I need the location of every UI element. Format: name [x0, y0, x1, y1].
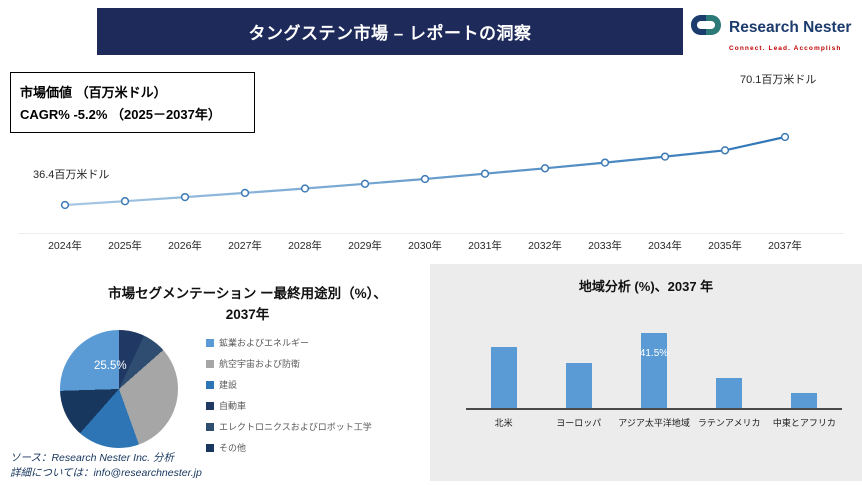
bar-category-label: 中東とアフリカ — [772, 418, 836, 428]
legend-label: 鉱業およびエネルギー — [219, 338, 310, 348]
legend-item: 自動車 — [206, 399, 416, 412]
legend-swatch — [206, 443, 214, 452]
x-axis-label: 2031年 — [468, 240, 502, 252]
legend-swatch — [206, 401, 214, 410]
line-marker — [300, 184, 310, 193]
legend-swatch — [206, 422, 214, 431]
legend-label: その他 — [219, 443, 247, 453]
source-note: ソース：Research Nester Inc. 分析 詳細については：info… — [10, 451, 202, 481]
brand-name: Research Nester — [729, 18, 852, 36]
bar-axis-labels: 北米 ヨーロッパ アジア太平洋地域 ラテンアメリカ 中東とアフリカ — [466, 416, 842, 429]
legend-label: 航空宇宙および防衛 — [219, 359, 301, 369]
x-axis-label: 2034年 — [648, 240, 682, 252]
x-axis-label: 2030年 — [408, 240, 442, 252]
line-marker — [240, 188, 250, 198]
legend-item: 鉱業およびエネルギー — [206, 336, 416, 349]
line-marker — [600, 158, 610, 167]
x-axis-line — [18, 233, 844, 234]
bar-rect — [565, 362, 592, 408]
line-marker — [180, 192, 190, 202]
brand-logo: Research Nester Connect. Lead. Accomplis… — [688, 12, 858, 52]
bar — [565, 362, 592, 408]
line-marker — [660, 152, 670, 161]
market-value-box: 市場価値 （百万米ドル） CAGR% -5.2% （2025－2037年） — [10, 72, 255, 133]
bar — [791, 392, 818, 408]
legend-swatch — [206, 338, 214, 347]
start-value-label: 36.4百万米ドル — [33, 169, 110, 181]
pie-slice-value-label: 25.5% — [94, 360, 127, 372]
regional-analysis-title: 地域分析 (%)、2037 年 — [578, 279, 714, 294]
source-line: ソース：Research Nester Inc. 分析 — [10, 452, 175, 464]
bar-value-label: 41.5% — [639, 348, 669, 359]
line-marker — [480, 169, 490, 178]
regional-bar-chart: 41.5% — [466, 320, 842, 410]
line-marker — [360, 179, 370, 188]
x-axis-label: 2024年 — [48, 240, 82, 252]
segmentation-title: 市場セグメンテーション ー最終用途別（%）、 2037年 — [55, 283, 440, 325]
research-nester-logo-icon — [688, 12, 724, 43]
bar-category-label: 北米 — [494, 418, 513, 428]
x-axis-label: 2035年 — [708, 240, 742, 252]
line-marker — [120, 197, 130, 206]
legend-item: 建設 — [206, 378, 416, 391]
legend-label: 建設 — [219, 380, 238, 390]
page-title: タングステン市場 – レポートの洞察 — [248, 24, 532, 43]
bar-rect — [716, 378, 743, 408]
legend-item: エレクトロニクスおよびロボット工学 — [206, 420, 416, 433]
x-axis-label: 2026年 — [168, 240, 202, 252]
bar-category-label: アジア太平洋地域 — [618, 418, 690, 428]
market-value-line-chart — [60, 132, 790, 210]
x-axis-label: 2037年 — [768, 240, 802, 252]
x-axis-label: 2025年 — [108, 240, 142, 252]
legend-swatch — [206, 380, 214, 389]
segmentation-pie-chart: 25.5% — [60, 330, 178, 448]
legend-swatch — [206, 359, 214, 368]
x-axis-label: 2028年 — [288, 240, 322, 252]
line-series — [64, 135, 786, 207]
x-axis-label: 2033年 — [588, 240, 622, 252]
x-axis-label: 2027年 — [228, 240, 262, 252]
bar-rect — [490, 346, 517, 408]
legend-item: 航空宇宙および防衛 — [206, 357, 416, 370]
x-axis-label: 2029年 — [348, 240, 382, 252]
line-marker — [720, 146, 730, 155]
x-axis-label: 2032年 — [528, 240, 562, 252]
x-axis-labels: 2024年 2025年 2026年 2027年 2028年 2029年 2030年 2031年… — [0, 238, 862, 252]
bar-category-label: ラテンアメリカ — [697, 418, 761, 428]
bar-rect: 41.5% — [639, 333, 669, 408]
bar — [716, 378, 743, 408]
regional-analysis-panel: 地域分析 (%)、2037 年 41.5% 北米 ヨーロッパ アジア太平洋地域 ラテン… — [430, 264, 862, 481]
title-banner: タングステン市場 – レポートの洞察 — [97, 8, 683, 55]
end-value-label: 70.1百万米ドル — [740, 74, 817, 86]
brand-tagline: Connect. Lead. Accomplish — [729, 45, 842, 52]
line-marker — [420, 174, 430, 184]
cagr-label: CAGR% -5.2% （2025－2037年） — [20, 107, 221, 122]
segmentation-title-line2: 2037年 — [225, 307, 270, 322]
bar — [490, 346, 517, 408]
segmentation-title-line1: 市場セグメンテーション ー最終用途別（%）、 — [108, 286, 387, 301]
bar: 41.5% — [639, 333, 669, 408]
pie-legend: 鉱業およびエネルギー 航空宇宙および防衛 建設自動車エレクトロニクスおよびロボット工… — [206, 336, 416, 462]
legend-label: 自動車 — [219, 401, 247, 411]
bar-category-label: ヨーロッパ — [556, 418, 602, 428]
legend-item: その他 — [206, 441, 416, 454]
line-marker — [540, 164, 550, 173]
bar-rect — [791, 392, 818, 408]
line-marker — [780, 132, 790, 142]
market-value-label: 市場価値 （百万米ドル） — [20, 85, 167, 100]
line-marker — [60, 200, 70, 210]
contact-line: 詳細については：info@researchnester.jp — [10, 467, 202, 479]
legend-label: エレクトロニクスおよびロボット工学 — [219, 422, 372, 432]
